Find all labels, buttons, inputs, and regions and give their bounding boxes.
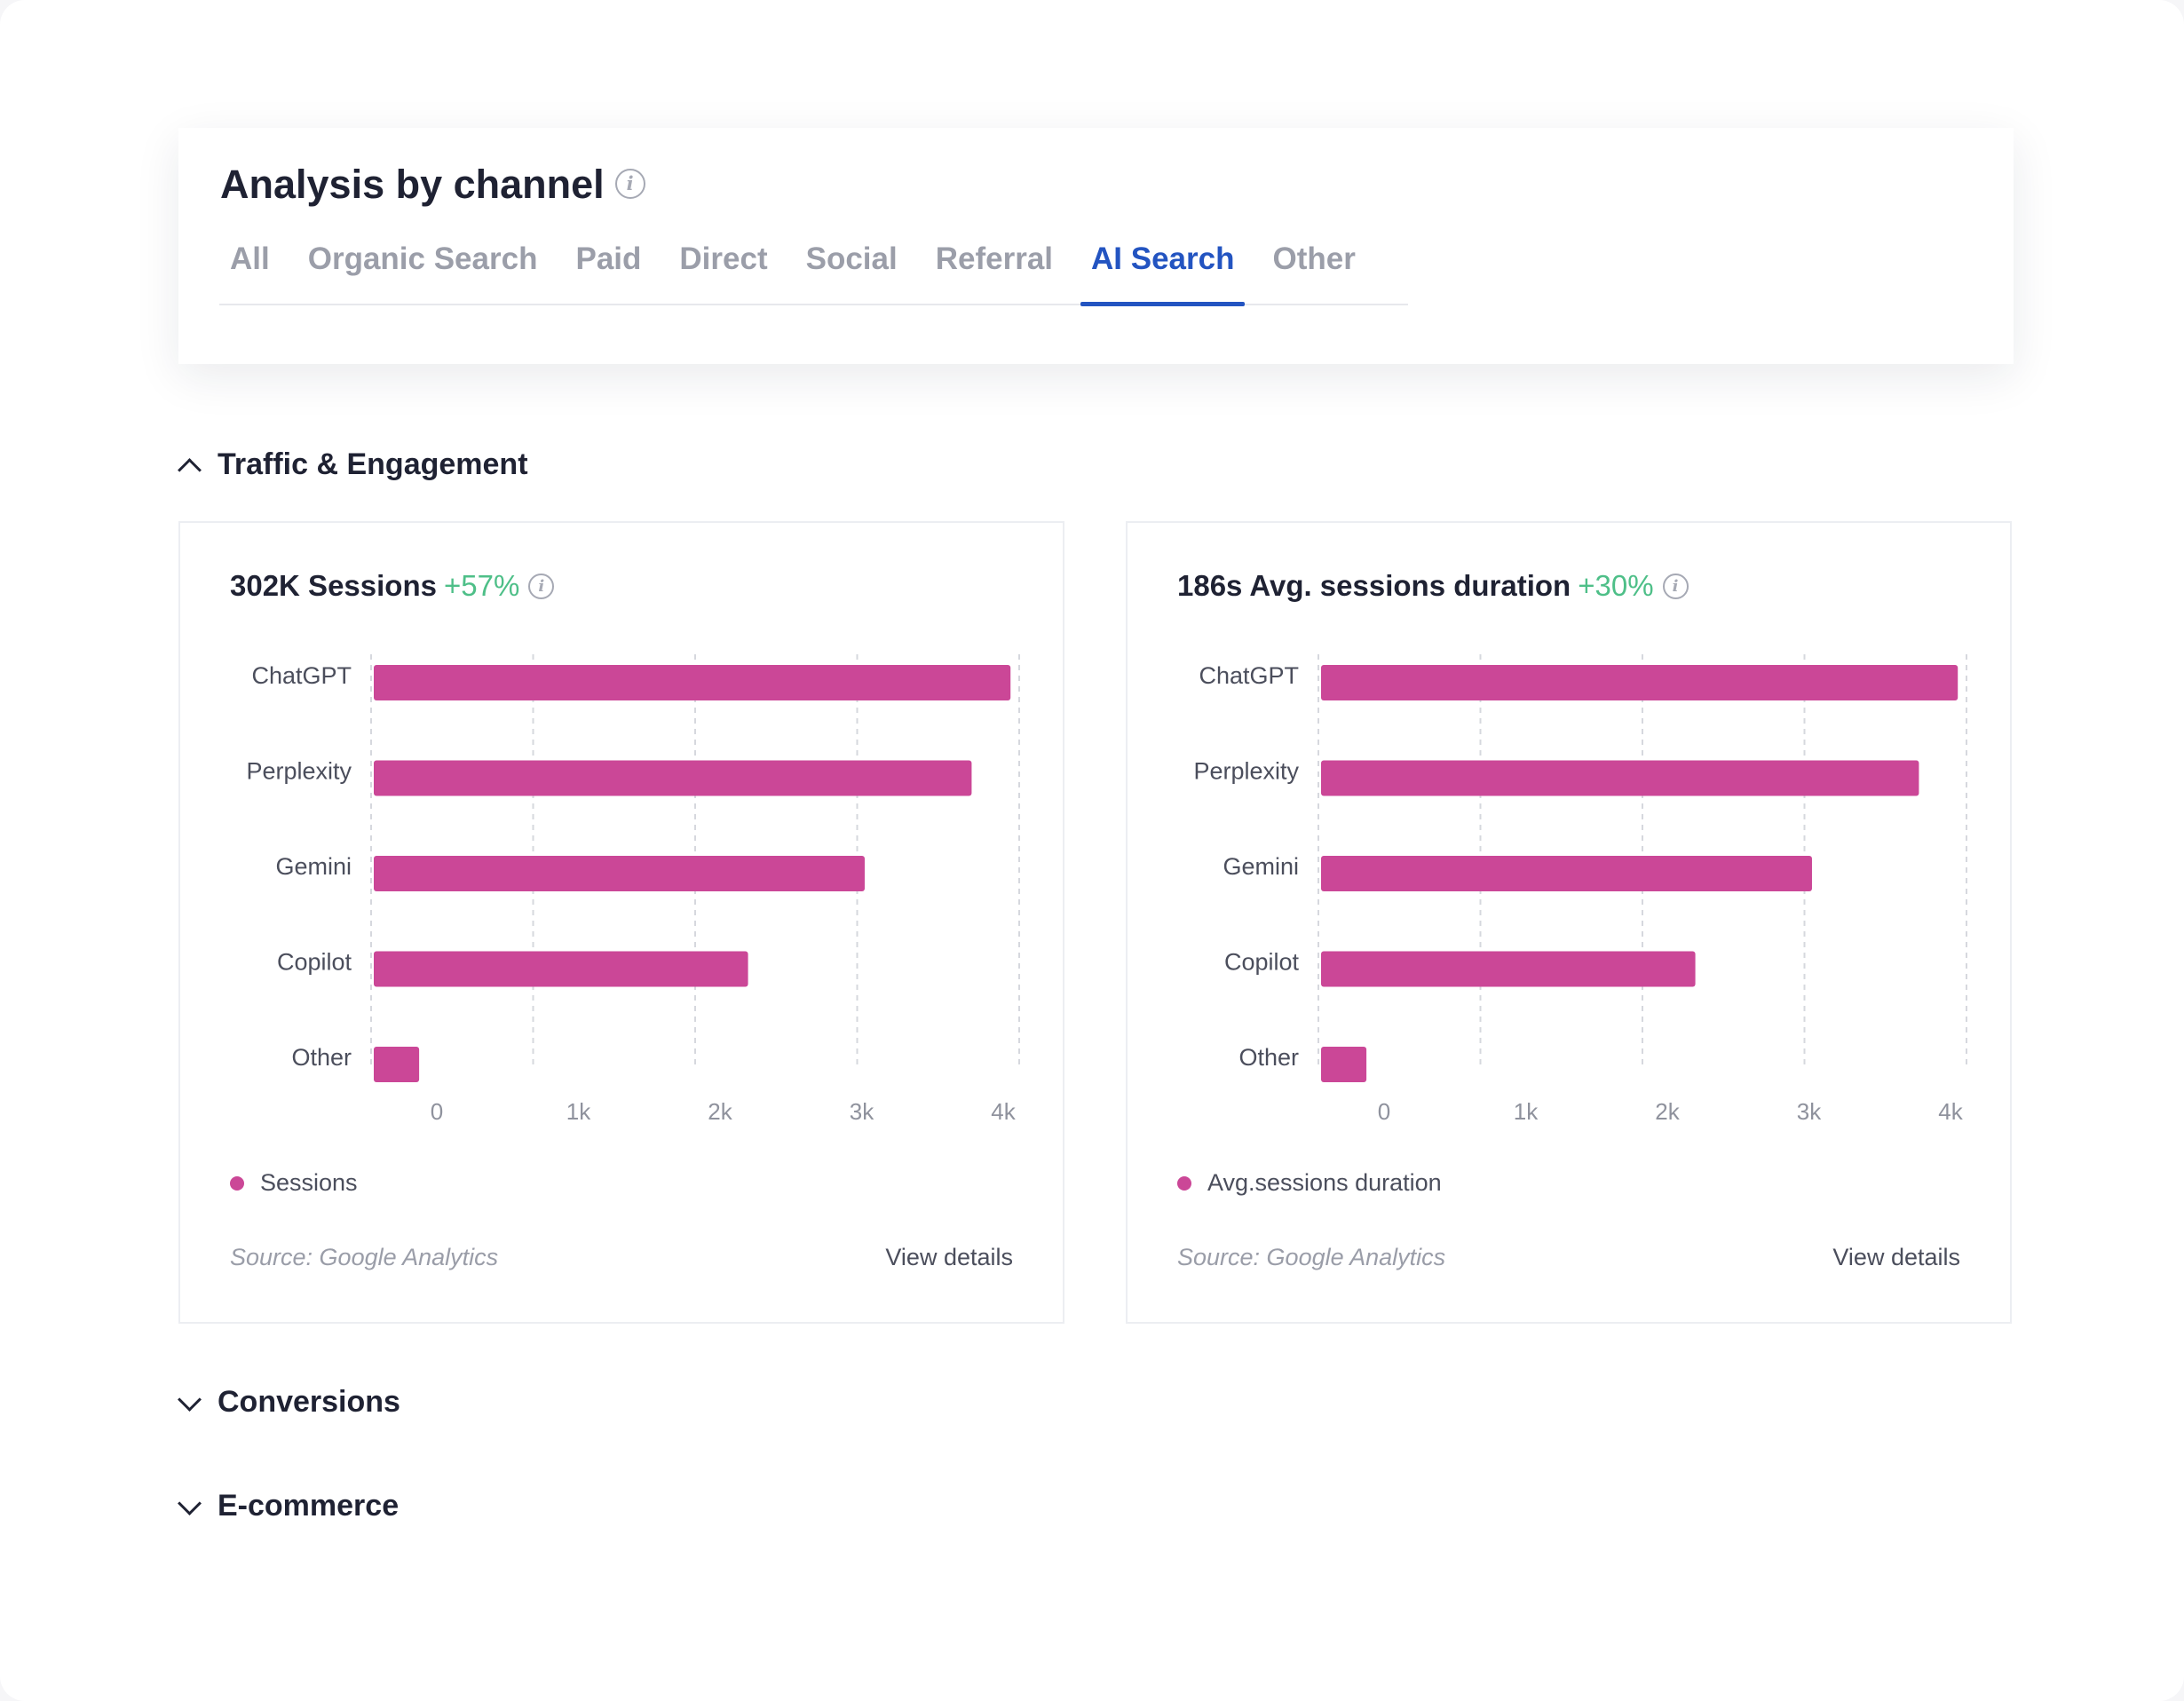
- category-label: Gemini: [1223, 853, 1299, 880]
- category-label: Copilot: [1224, 949, 1300, 976]
- section-toggle-ecommerce[interactable]: E-commerce: [178, 1489, 399, 1523]
- chevron-down-icon: [178, 1491, 202, 1515]
- category-label: Other: [1238, 1044, 1299, 1071]
- sessions-bar-chart: 0 1k 2k 3k 4k ChatGPT Perplexity Gemini Copilot O…: [246, 654, 1020, 1125]
- legend-label: Avg.sessions duration: [1207, 1169, 1442, 1196]
- x-tick-label: 1k: [1514, 1098, 1539, 1125]
- category-label: Other: [291, 1044, 352, 1071]
- tab-all[interactable]: All: [230, 241, 270, 276]
- info-icon[interactable]: i: [1662, 573, 1689, 599]
- category-label: Perplexity: [1193, 758, 1299, 785]
- x-tick-label: 4k: [1938, 1098, 1963, 1125]
- category-label: ChatGPT: [251, 662, 352, 689]
- section-toggle-conversions[interactable]: Conversions: [178, 1385, 400, 1420]
- x-tick-label: 1k: [566, 1098, 591, 1125]
- bar: [1321, 856, 1812, 891]
- bar: [374, 856, 865, 891]
- x-tick-label: 3k: [1797, 1098, 1822, 1125]
- category-label: Gemini: [275, 853, 352, 880]
- tab-organic-search[interactable]: Organic Search: [307, 241, 538, 276]
- tab-paid[interactable]: Paid: [575, 241, 642, 276]
- metric-value: 302K Sessions: [230, 569, 437, 602]
- chart-legend: Sessions: [230, 1169, 358, 1197]
- duration-bar-chart: 0 1k 2k 3k 4k ChatGPT Perplexity Gemini Copilot O…: [1193, 654, 1967, 1125]
- delta-badge: +30%: [1578, 569, 1654, 602]
- category-label: Copilot: [277, 949, 352, 976]
- bar: [374, 1047, 420, 1082]
- duration-chart-card: 186s Avg. sessions duration +30% i 0 1k 2k 3k…: [1126, 521, 2012, 1324]
- section-label: Conversions: [218, 1385, 400, 1419]
- chevron-down-icon: [178, 1388, 202, 1412]
- category-label: ChatGPT: [1199, 662, 1299, 689]
- info-icon[interactable]: i: [614, 169, 645, 200]
- bar: [374, 951, 748, 987]
- legend-dot: [1177, 1175, 1191, 1191]
- x-tick-label: 2k: [1655, 1098, 1680, 1125]
- info-icon[interactable]: i: [528, 573, 555, 599]
- x-tick-label: 0: [1378, 1098, 1390, 1125]
- section-label: Traffic & Engagement: [218, 447, 528, 481]
- x-tick-label: 0: [431, 1098, 443, 1125]
- x-tick-label: 4k: [991, 1098, 1016, 1125]
- tab-direct[interactable]: Direct: [679, 241, 768, 276]
- page-title-text: Analysis by channel: [220, 162, 605, 207]
- section-toggle-traffic[interactable]: Traffic & Engagement: [178, 447, 528, 482]
- chevron-up-icon: [178, 458, 202, 482]
- bar: [1321, 665, 1958, 700]
- tab-referral[interactable]: Referral: [935, 241, 1054, 276]
- metric-value: 186s Avg. sessions duration: [1177, 569, 1571, 602]
- legend-label: Sessions: [260, 1169, 358, 1196]
- bar: [1321, 951, 1696, 987]
- bar: [374, 760, 972, 796]
- legend-dot: [230, 1175, 244, 1191]
- section-label: E-commerce: [218, 1489, 400, 1523]
- bar: [1321, 760, 1919, 796]
- page-title: Analysis by channel i: [220, 162, 645, 208]
- channel-analysis-header: Analysis by channel i All Organic Search …: [178, 128, 2014, 364]
- card-title: 186s Avg. sessions duration +30% i: [1177, 569, 1689, 603]
- x-tick-label: 2k: [708, 1098, 732, 1125]
- tab-ai-search[interactable]: AI Search: [1080, 241, 1246, 306]
- view-details-link[interactable]: View details: [1832, 1244, 1960, 1270]
- channel-tabs: All Organic Search Paid Direct Social Re…: [219, 241, 1408, 306]
- card-title: 302K Sessions +57% i: [230, 569, 555, 603]
- view-details-link[interactable]: View details: [885, 1244, 1013, 1270]
- tab-other[interactable]: Other: [1272, 241, 1356, 276]
- chart-legend: Avg.sessions duration: [1177, 1169, 1442, 1197]
- sessions-chart-card: 302K Sessions +57% i 0 1k 2k 3k 4k ChatGPT Perpl…: [178, 521, 1064, 1324]
- tab-social[interactable]: Social: [805, 241, 898, 276]
- source-label: Source: Google Analytics: [230, 1244, 499, 1270]
- bar: [1321, 1047, 1367, 1082]
- x-tick-label: 3k: [850, 1098, 874, 1125]
- bar: [374, 665, 1011, 700]
- source-label: Source: Google Analytics: [1177, 1244, 1446, 1270]
- delta-badge: +57%: [443, 569, 520, 602]
- category-label: Perplexity: [246, 758, 352, 785]
